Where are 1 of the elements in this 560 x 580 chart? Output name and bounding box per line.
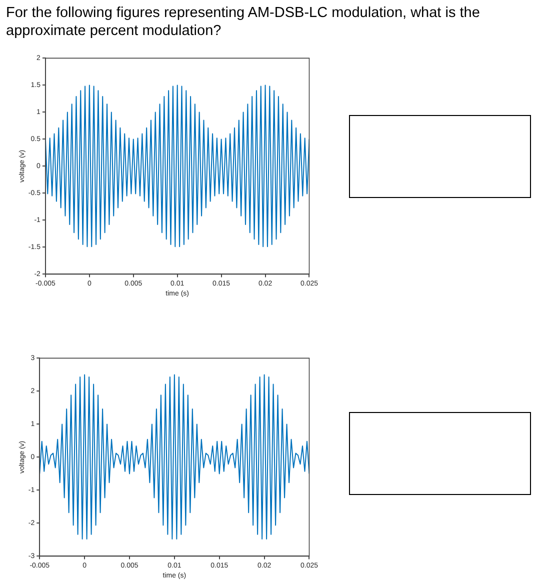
chart-title: For the following figures representing AM-DSB-LC modulation, what is the approximate percent modulation? <box>6 4 481 40</box>
